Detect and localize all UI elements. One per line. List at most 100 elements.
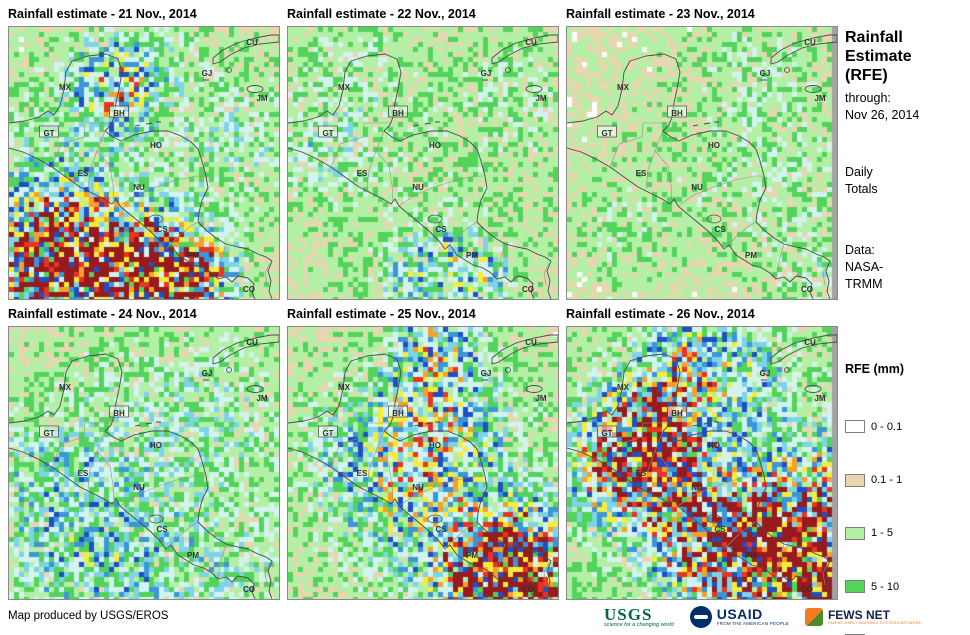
svg-text:MX: MX: [338, 83, 351, 92]
svg-text:PM: PM: [745, 251, 757, 260]
basemap-overlay: MX CU GJ BH GT HO JM ES NU CS PM CO: [9, 34, 279, 299]
svg-text:JM: JM: [814, 94, 825, 103]
map-frame: MX CU GJ BH GT HO JM ES NU CS PM CO: [8, 26, 280, 300]
svg-text:BH: BH: [113, 109, 125, 118]
svg-text:MX: MX: [59, 83, 72, 92]
sidebar: Rainfall Estimate (RFE) through: Nov 26,…: [845, 28, 965, 635]
rain-raster: [567, 327, 837, 599]
rain-raster: [288, 27, 558, 299]
country-labels: MX CU GJ BH GT HO JM ES NU CS PM CO: [597, 338, 826, 594]
legend-label: 5 - 10: [871, 580, 900, 593]
map-frame: MX CU GJ BH GT HO JM ES NU CS PM CO: [8, 326, 280, 600]
daily-totals-label: Daily Totals: [845, 165, 878, 196]
svg-text:BH: BH: [392, 109, 404, 118]
legend-item: 0 - 0.1: [845, 418, 965, 435]
map-panel-24nov: Rainfall estimate - 24 Nov., 2014 MX CU GJ…: [8, 306, 280, 600]
rain-raster: [567, 27, 837, 299]
svg-text:PM: PM: [187, 251, 199, 260]
svg-text:GT: GT: [601, 429, 612, 438]
svg-text:CS: CS: [156, 225, 168, 234]
legend-item: 5 - 10: [845, 578, 965, 595]
legend-swatch: [845, 473, 865, 487]
svg-text:GT: GT: [322, 429, 333, 438]
data-source-label: Data: NASA- TRMM: [845, 243, 884, 291]
legend-item: 0.1 - 1: [845, 471, 965, 488]
svg-text:JM: JM: [535, 94, 546, 103]
fewsnet-logo: FEWS NET FAMINE EARLY WARNING SYSTEMS NE…: [804, 608, 921, 626]
svg-text:GJ: GJ: [760, 369, 771, 378]
rain-raster: [288, 327, 558, 599]
svg-text:HO: HO: [429, 141, 441, 150]
svg-text:ES: ES: [357, 169, 368, 178]
svg-text:PM: PM: [466, 251, 478, 260]
svg-text:BH: BH: [671, 409, 683, 418]
svg-text:NU: NU: [412, 183, 424, 192]
rain-raster: [9, 327, 279, 599]
map-frame: MX CU GJ BH GT HO JM ES NU CS PM CO: [287, 326, 559, 600]
usaid-logo: USAID FROM THE AMERICAN PEOPLE: [689, 606, 789, 628]
legend: RFE (mm) 0 - 0.1 0.1 - 1 1 - 5 5 - 10 10…: [845, 344, 965, 635]
panel-title: Rainfall estimate - 26 Nov., 2014: [566, 307, 755, 321]
map-frame: MX CU GJ BH GT HO JM ES NU CS PM CO: [287, 26, 559, 300]
svg-text:CU: CU: [525, 38, 537, 47]
panel-title: Rainfall estimate - 21 Nov., 2014: [8, 7, 197, 21]
map-credit: Map produced by USGS/EROS: [8, 610, 169, 622]
svg-text:JM: JM: [535, 394, 546, 403]
panel-title: Rainfall estimate - 25 Nov., 2014: [287, 307, 476, 321]
map-panel-22nov: Rainfall estimate - 22 Nov., 2014 MX CU GJ…: [287, 6, 559, 300]
legend-swatch: [845, 580, 865, 594]
svg-text:ES: ES: [78, 169, 89, 178]
legend-item: 1 - 5: [845, 525, 965, 542]
svg-text:CO: CO: [243, 585, 255, 594]
svg-text:JM: JM: [256, 394, 267, 403]
page-title: Rainfall Estimate (RFE): [845, 29, 912, 84]
map-frame: MX CU GJ BH GT HO JM ES NU CS PM CO: [566, 326, 838, 600]
usgs-logo-text: USGS: [604, 604, 653, 624]
svg-text:GJ: GJ: [202, 69, 213, 78]
country-labels: MX CU GJ BH GT HO JM ES NU CS PM CO: [318, 338, 547, 594]
svg-text:HO: HO: [150, 441, 162, 450]
svg-text:HO: HO: [150, 141, 162, 150]
svg-text:HO: HO: [708, 441, 720, 450]
svg-text:NU: NU: [691, 183, 703, 192]
svg-text:CO: CO: [522, 285, 534, 294]
svg-text:GJ: GJ: [481, 69, 492, 78]
svg-text:GT: GT: [322, 129, 333, 138]
svg-text:GJ: GJ: [481, 369, 492, 378]
basemap-overlay: MX CU GJ BH GT HO JM ES NU CS PM CO: [288, 334, 558, 599]
legend-swatch: [845, 420, 865, 434]
footer-logos: USGS science for a changing world USAID …: [604, 600, 921, 634]
svg-text:ES: ES: [357, 469, 368, 478]
country-labels: MX CU GJ BH GT HO JM ES NU CS PM CO: [318, 38, 547, 294]
panel-title: Rainfall estimate - 24 Nov., 2014: [8, 307, 197, 321]
svg-text:CS: CS: [435, 225, 447, 234]
svg-text:GT: GT: [43, 129, 54, 138]
svg-text:CO: CO: [801, 285, 813, 294]
panel-title: Rainfall estimate - 23 Nov., 2014: [566, 7, 755, 21]
svg-text:CO: CO: [243, 285, 255, 294]
country-labels: MX CU GJ BH GT HO JM ES NU CS PM CO: [39, 38, 268, 294]
svg-text:GT: GT: [601, 129, 612, 138]
svg-text:CU: CU: [246, 338, 258, 347]
usgs-tagline: science for a changing world: [604, 621, 674, 628]
svg-text:GT: GT: [43, 429, 54, 438]
svg-text:CS: CS: [714, 525, 726, 534]
svg-text:NU: NU: [133, 183, 145, 192]
usaid-logo-text: USAID: [716, 606, 763, 622]
svg-text:CU: CU: [804, 38, 816, 47]
svg-text:CS: CS: [714, 225, 726, 234]
map-panel-25nov: Rainfall estimate - 25 Nov., 2014 MX CU GJ…: [287, 306, 559, 600]
svg-text:HO: HO: [708, 141, 720, 150]
country-labels: MX CU GJ BH GT HO JM ES NU CS PM CO: [39, 338, 268, 594]
svg-text:PM: PM: [187, 551, 199, 560]
svg-text:MX: MX: [617, 83, 630, 92]
legend-label: 1 - 5: [871, 527, 894, 540]
legend-swatch: [845, 633, 865, 635]
usaid-tagline: FROM THE AMERICAN PEOPLE: [716, 621, 789, 626]
legend-swatch: [845, 526, 865, 540]
fewsnet-logo-text: FEWS NET: [827, 608, 890, 622]
through-date: through: Nov 26, 2014: [845, 91, 920, 122]
svg-text:CO: CO: [522, 585, 534, 594]
svg-text:CU: CU: [804, 338, 816, 347]
svg-text:NU: NU: [133, 483, 145, 492]
